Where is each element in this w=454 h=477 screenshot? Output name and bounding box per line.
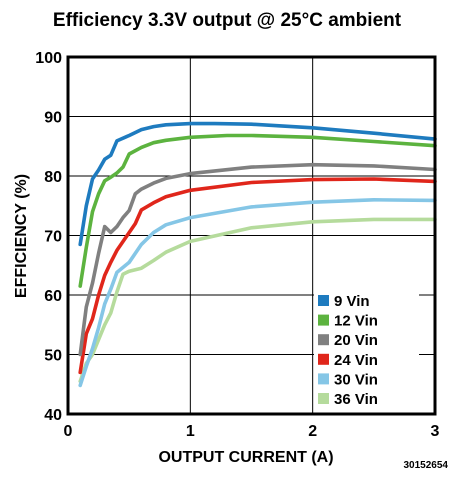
y-tick-label: 50	[44, 348, 62, 365]
series-line-12-vin	[78, 133, 437, 288]
x-tick-labels: 0 1 2 3	[64, 423, 440, 440]
legend-background	[314, 291, 419, 411]
series-lines	[78, 121, 437, 388]
legend-swatch	[318, 373, 329, 385]
x-tick-label: 1	[186, 423, 195, 440]
chart-title: Efficiency 3.3V output @ 25°C ambient	[53, 10, 402, 31]
figure-id: 30152654	[404, 460, 449, 471]
y-tick-label: 70	[44, 229, 62, 246]
series-line-24-vin	[78, 177, 437, 375]
legend-swatch	[318, 353, 329, 365]
legend-label: 12 Vin	[334, 313, 378, 330]
legend-label: 24 Vin	[334, 352, 378, 369]
series-line-20-vin	[78, 162, 437, 357]
legend: 9 Vin 12 Vin 20 Vin 24 Vin 30 Vin 36 Vin	[314, 291, 419, 411]
legend-label: 36 Vin	[334, 391, 378, 408]
y-tick-label: 40	[44, 407, 62, 424]
x-tick-label: 0	[64, 423, 73, 440]
series-line-36-vin	[78, 217, 437, 384]
y-tick-label: 100	[35, 50, 62, 67]
y-tick-label: 60	[44, 288, 62, 305]
legend-swatch	[318, 393, 329, 404]
x-tick-label: 2	[308, 423, 317, 440]
legend-label: 9 Vin	[334, 293, 370, 310]
legend-swatch	[318, 295, 329, 306]
y-tick-label: 80	[44, 169, 62, 186]
series-line-9-vin	[78, 121, 437, 247]
series-line-30-vin	[78, 198, 437, 388]
legend-label: 20 Vin	[334, 332, 378, 349]
legend-label: 30 Vin	[334, 371, 378, 388]
plot-frame	[66, 55, 437, 416]
x-tick-label: 3	[431, 423, 440, 440]
legend-swatch	[318, 334, 329, 346]
legend-swatch	[318, 314, 329, 326]
y-tick-labels: 40 50 60 70 80 90 100	[35, 50, 62, 424]
y-axis-label: EFFICIENCY (%)	[13, 174, 30, 298]
x-axis-label: OUTPUT CURRENT (A)	[158, 449, 333, 466]
y-tick-label: 90	[44, 110, 62, 127]
